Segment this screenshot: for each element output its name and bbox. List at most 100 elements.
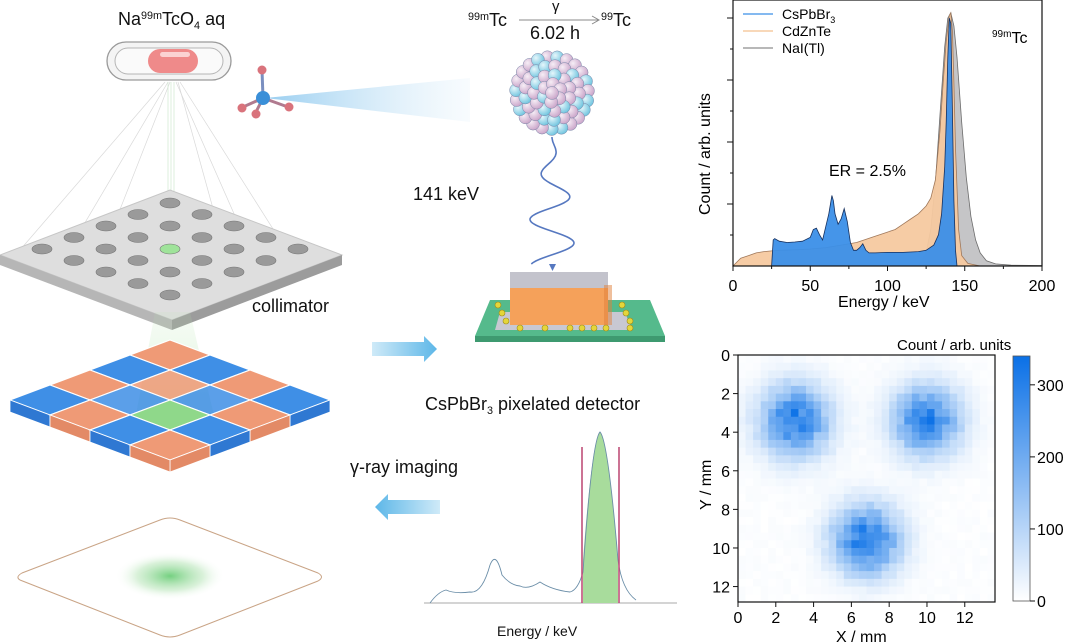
heatmap-cell <box>783 409 792 418</box>
heatmap-cell <box>934 432 943 441</box>
heatmap-cell <box>858 578 867 587</box>
heatmap-cell <box>768 378 777 387</box>
heatmap-cell <box>881 578 890 587</box>
collimator-hole <box>127 278 149 289</box>
legend-label: CsPbBr3 <box>782 6 835 25</box>
heatmap-cell <box>783 362 792 371</box>
colorbar-tick-label: 0 <box>1037 594 1046 611</box>
heatmap-cell <box>987 540 996 549</box>
heatmap-cell <box>851 478 860 487</box>
heatmap-cell <box>949 594 958 603</box>
heatmap-cell <box>911 571 920 580</box>
heatmap-cell <box>911 455 920 464</box>
heatmap-cell <box>738 424 746 433</box>
heatmap-cell <box>753 424 762 433</box>
heatmap-cell <box>987 447 996 456</box>
heatmap-cell <box>889 594 898 603</box>
heatmap-cell <box>979 439 988 449</box>
heatmap-cell <box>851 532 860 541</box>
heatmap-cell <box>738 586 746 595</box>
heatmap-cell <box>896 517 905 526</box>
heatmap-cell <box>806 486 814 495</box>
heatmap-cell <box>821 393 830 402</box>
heatmap-cell <box>942 470 951 479</box>
heatmap-cell <box>836 509 845 518</box>
heatmap-cell <box>979 378 988 387</box>
heatmap-cell <box>783 509 792 518</box>
heatmap-cell <box>904 355 913 364</box>
heatmap-cell <box>919 409 928 418</box>
heatmap-cell <box>813 571 822 580</box>
heatmap-cell <box>745 532 754 541</box>
heatmap-cell <box>866 486 875 495</box>
heatmap-cell <box>775 586 784 595</box>
heatmap-cell <box>760 563 769 572</box>
colorbar-tick-label: 200 <box>1037 450 1064 467</box>
heatmap-cell <box>874 385 883 394</box>
heatmap-cell <box>836 470 845 479</box>
heatmap-cell <box>957 563 966 572</box>
heatmap-cell <box>813 409 822 418</box>
heatmap-cell <box>753 478 762 487</box>
heatmap-cell <box>768 509 777 518</box>
heatmap-cell <box>926 424 935 433</box>
heatmap-cell <box>790 401 799 410</box>
heatmap-cell <box>843 594 852 603</box>
y-tick-label: 4 <box>721 425 730 442</box>
heatmap-cell <box>828 401 837 410</box>
source-label: Na99mTcO4 aq <box>118 9 226 32</box>
heatmap-cell <box>942 517 951 526</box>
heatmap-cell <box>836 447 845 456</box>
heatmap-cell <box>926 385 935 394</box>
heatmap-cell <box>783 532 792 541</box>
heatmap-cell <box>866 493 875 503</box>
heatmap-cell <box>911 594 920 603</box>
heatmap-cell <box>851 409 860 418</box>
heatmap-cell <box>813 563 822 572</box>
heatmap-cell <box>889 571 898 580</box>
heatmap-cell <box>904 493 913 503</box>
heatmap-cell <box>806 532 814 541</box>
heatmap-cell <box>972 547 981 557</box>
heatmap-cell <box>866 409 875 418</box>
colorbar-tick-label: 100 <box>1037 522 1064 539</box>
heatmap-cell <box>987 493 996 503</box>
heatmap-cell <box>957 416 966 425</box>
heatmap-cell <box>979 524 988 533</box>
heatmap-cell <box>783 432 792 441</box>
heatmap-cell <box>889 355 898 364</box>
heatmap-cell <box>911 493 920 503</box>
heatmap-cell <box>964 478 973 487</box>
heatmap-cell <box>851 362 860 371</box>
heatmap-cell <box>738 493 746 503</box>
heatmap-cell <box>972 355 981 364</box>
heatmap-cell <box>979 532 988 541</box>
heatmap-cell <box>949 486 958 495</box>
heatmap-cell <box>904 362 913 371</box>
heatmap-cell <box>745 493 754 503</box>
heatmap-cell <box>896 563 905 572</box>
heatmap-cell <box>942 401 951 410</box>
heatmap-cell <box>738 478 746 487</box>
heatmap-cell <box>942 578 951 587</box>
heatmap-cell <box>843 524 852 533</box>
heatmap-cell <box>987 416 996 425</box>
heatmap-cell <box>949 563 958 572</box>
heatmap-cell <box>775 478 784 487</box>
heatmap-cell <box>745 594 754 603</box>
heatmap-cell <box>866 509 875 518</box>
heatmap-cell <box>836 594 845 603</box>
collimator-hole <box>95 243 117 255</box>
heatmap-cell <box>798 586 807 595</box>
heatmap-cell <box>775 416 784 425</box>
heatmap-cell <box>911 501 920 510</box>
heatmap-cell <box>821 455 830 464</box>
heatmap-cell <box>790 563 799 572</box>
heatmap-cell <box>821 424 830 433</box>
heatmap-cell <box>783 393 792 402</box>
heatmap-cell <box>987 486 996 495</box>
heatmap-cell <box>866 393 875 402</box>
heatmap-cell <box>813 493 822 503</box>
heatmap-cell <box>942 370 951 379</box>
heatmap-cell <box>911 517 920 526</box>
